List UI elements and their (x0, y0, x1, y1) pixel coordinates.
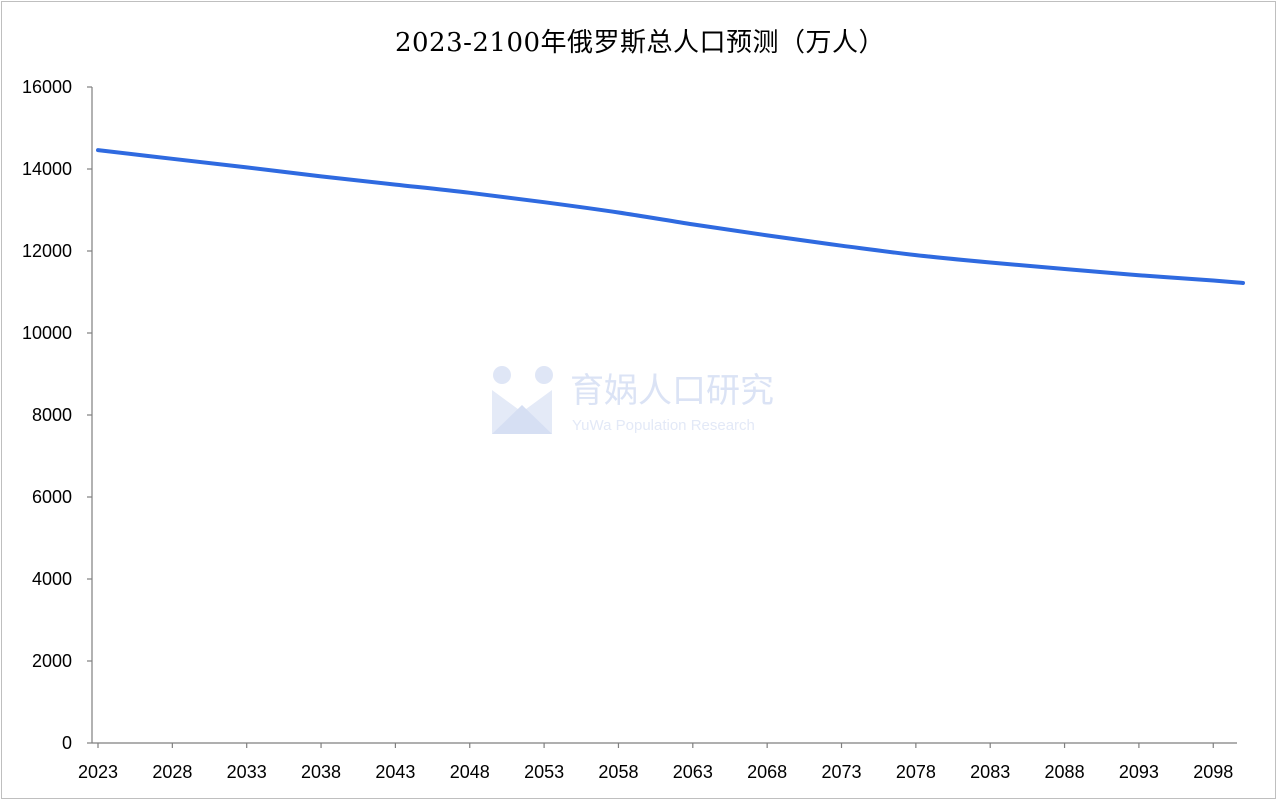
x-tick-label: 2078 (896, 762, 936, 782)
chart-title: 2023-2100年俄罗斯总人口预测（万人） (394, 28, 886, 58)
x-tick-label: 2098 (1193, 762, 1233, 782)
x-tick-label: 2073 (821, 762, 861, 782)
y-tick-label: 14000 (22, 159, 72, 179)
axes: 0 2000 4000 6000 8000 10000 12000 14000 16000 202… (22, 77, 1237, 782)
y-tick-label: 16000 (22, 77, 72, 97)
watermark-logo-icon (492, 366, 553, 434)
x-tick-label: 2038 (301, 762, 341, 782)
y-tick-label: 8000 (32, 405, 72, 425)
plot-area (96, 148, 1245, 285)
x-tick-label: 2053 (524, 762, 564, 782)
x-tick-label: 2063 (673, 762, 713, 782)
watermark: 育娲人口研究 YuWa Population Research (492, 366, 774, 434)
x-tick-label: 2058 (598, 762, 638, 782)
x-tick-label: 2033 (227, 762, 267, 782)
watermark-text: 育娲人口研究 (570, 371, 774, 411)
y-tick-label: 12000 (22, 241, 72, 261)
y-tick-label: 4000 (32, 569, 72, 589)
x-tick-label: 2083 (970, 762, 1010, 782)
x-tick-label: 2093 (1119, 762, 1159, 782)
x-tick-label: 2048 (450, 762, 490, 782)
x-tick-label: 2043 (375, 762, 415, 782)
y-tick-label: 0 (62, 733, 72, 753)
x-tick-label: 2088 (1045, 762, 1085, 782)
series-line (96, 148, 1245, 285)
y-tick-label: 6000 (32, 487, 72, 507)
y-tick-label: 2000 (32, 651, 72, 671)
x-tick-label: 2028 (152, 762, 192, 782)
y-tick-label: 10000 (22, 323, 72, 343)
x-tick-label: 2068 (747, 762, 787, 782)
x-tick-label: 2023 (78, 762, 118, 782)
watermark-subtext: YuWa Population Research (572, 417, 755, 434)
